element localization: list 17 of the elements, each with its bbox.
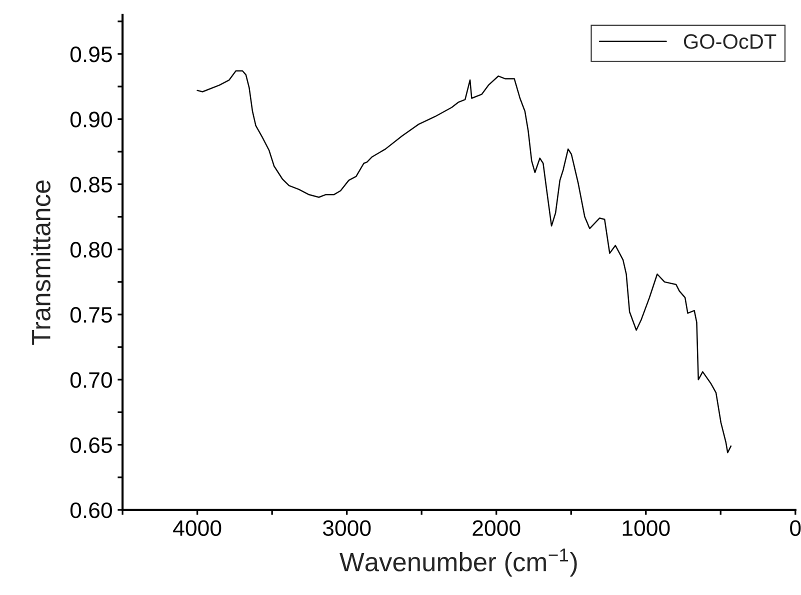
y-tick-label: 0.95 (70, 46, 112, 62)
line-series (196, 70, 732, 454)
y-tick-label: 0.70 (70, 372, 112, 388)
y-tick-label: 0.85 (70, 176, 112, 192)
x-axis-title: Wavenumber (cm$^{−1}$) (340, 548, 577, 577)
y-tick-label: 0.65 (70, 437, 112, 454)
x-tick-label: 0 (790, 520, 801, 536)
x-tick-label: 4000 (173, 520, 222, 536)
y-axis-title: Transmittance (31, 180, 50, 345)
y-tick-label: 0.90 (70, 112, 112, 128)
y-tick-label: 0.75 (70, 307, 112, 323)
x-tick-label: 2000 (472, 520, 520, 536)
legend-label: GO-OcDT (684, 34, 776, 49)
y-tick-label: 0.80 (70, 242, 112, 258)
y-tick-label: 0.60 (70, 502, 112, 518)
x-tick-label: 3000 (322, 520, 371, 536)
x-tick-label: 1000 (622, 520, 670, 536)
